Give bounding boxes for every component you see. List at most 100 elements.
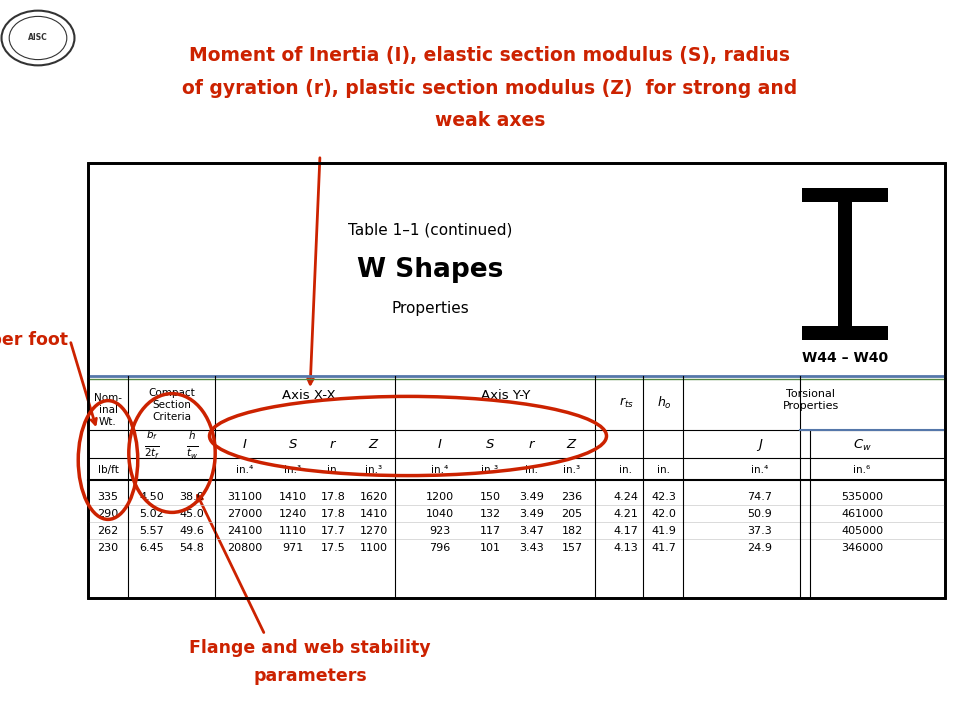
Text: in.: in. — [326, 465, 340, 475]
Bar — [88, 163, 945, 598]
Text: $b_f$
$\overline{2t_f}$: $b_f$ $\overline{2t_f}$ — [144, 428, 160, 462]
Text: 4.13: 4.13 — [613, 543, 638, 553]
Text: 971: 971 — [282, 543, 303, 553]
Bar — [802, 188, 888, 202]
Text: 4.24: 4.24 — [613, 492, 638, 502]
Text: in.⁴: in.⁴ — [752, 465, 769, 475]
Text: 1620: 1620 — [360, 492, 388, 502]
Text: $C_w$: $C_w$ — [852, 438, 872, 453]
Text: 1040: 1040 — [426, 509, 454, 519]
Text: 17.7: 17.7 — [321, 526, 346, 536]
Bar — [802, 326, 888, 340]
Text: 27000: 27000 — [228, 509, 263, 519]
Text: $S$: $S$ — [288, 438, 298, 451]
Text: 37.3: 37.3 — [748, 526, 773, 536]
Text: in.³: in.³ — [284, 465, 301, 475]
Text: in.⁴: in.⁴ — [236, 465, 253, 475]
Text: $I$: $I$ — [437, 438, 443, 451]
Text: 42.3: 42.3 — [652, 492, 677, 502]
Text: 157: 157 — [562, 543, 583, 553]
Text: 262: 262 — [97, 526, 119, 536]
Text: 20800: 20800 — [228, 543, 263, 553]
Text: 5.02: 5.02 — [139, 509, 164, 519]
Text: in.⁴: in.⁴ — [431, 465, 448, 475]
Text: Table 1–1 (continued): Table 1–1 (continued) — [348, 222, 513, 238]
Text: Axis Y-Y: Axis Y-Y — [481, 389, 531, 402]
Text: in.⁶: in.⁶ — [853, 465, 871, 475]
Text: 1110: 1110 — [279, 526, 307, 536]
Text: 5.57: 5.57 — [139, 526, 164, 536]
Text: 24100: 24100 — [228, 526, 263, 536]
Text: $r$: $r$ — [528, 438, 536, 451]
Text: 1410: 1410 — [279, 492, 307, 502]
Text: 54.8: 54.8 — [180, 543, 204, 553]
Text: 17.8: 17.8 — [321, 509, 346, 519]
Text: 796: 796 — [429, 543, 450, 553]
Text: W Shapes: W Shapes — [357, 257, 503, 283]
Text: 4.21: 4.21 — [613, 509, 638, 519]
Text: Torsional
Properties: Torsional Properties — [782, 390, 839, 411]
Bar — [838, 202, 852, 326]
Text: 49.6: 49.6 — [180, 526, 204, 536]
Text: Flange and web stability: Flange and web stability — [189, 639, 431, 657]
Text: 461000: 461000 — [841, 509, 883, 519]
Text: 50.9: 50.9 — [748, 509, 773, 519]
Text: 1240: 1240 — [278, 509, 307, 519]
Text: of gyration (r), plastic section modulus (Z)  for strong and: of gyration (r), plastic section modulus… — [182, 78, 798, 97]
Text: weak axes: weak axes — [435, 112, 545, 130]
Text: 3.43: 3.43 — [519, 543, 544, 553]
Text: parameters: parameters — [253, 667, 367, 685]
Text: 335: 335 — [98, 492, 118, 502]
Text: $h_o$: $h_o$ — [657, 395, 671, 411]
Text: 3.49: 3.49 — [519, 492, 544, 502]
Text: Weight per foot: Weight per foot — [0, 331, 68, 349]
Text: in.: in. — [619, 465, 633, 475]
Text: 4.17: 4.17 — [613, 526, 638, 536]
Text: 41.7: 41.7 — [652, 543, 677, 553]
Text: 290: 290 — [97, 509, 119, 519]
Text: Compact
Section
Criteria: Compact Section Criteria — [149, 388, 196, 422]
Text: $h$
$\overline{t_w}$: $h$ $\overline{t_w}$ — [186, 429, 198, 461]
Text: Axis X-X: Axis X-X — [282, 389, 336, 402]
Text: $Z$: $Z$ — [369, 438, 380, 451]
Text: $Z$: $Z$ — [566, 438, 578, 451]
Text: in.: in. — [658, 465, 670, 475]
Text: in.³: in.³ — [366, 465, 383, 475]
Text: 236: 236 — [562, 492, 583, 502]
Text: Properties: Properties — [391, 300, 468, 315]
Text: in.³: in.³ — [564, 465, 581, 475]
Text: 24.9: 24.9 — [748, 543, 773, 553]
Text: in.³: in.³ — [481, 465, 498, 475]
Text: in.: in. — [525, 465, 539, 475]
Text: 150: 150 — [479, 492, 500, 502]
Text: 4.50: 4.50 — [139, 492, 164, 502]
Text: lb/ft: lb/ft — [98, 465, 118, 475]
Text: $J$: $J$ — [756, 437, 764, 453]
Text: 1100: 1100 — [360, 543, 388, 553]
Text: 346000: 346000 — [841, 543, 883, 553]
Text: 182: 182 — [562, 526, 583, 536]
Text: 6.45: 6.45 — [139, 543, 164, 553]
Text: Moment of Inertia (I), elastic section modulus (S), radius: Moment of Inertia (I), elastic section m… — [189, 45, 790, 65]
Text: AISC: AISC — [28, 34, 48, 42]
Text: 38.0: 38.0 — [180, 492, 204, 502]
Text: $I$: $I$ — [242, 438, 248, 451]
Text: 230: 230 — [97, 543, 119, 553]
Text: 101: 101 — [479, 543, 500, 553]
Text: 17.5: 17.5 — [321, 543, 346, 553]
Text: 42.0: 42.0 — [652, 509, 677, 519]
Text: 45.0: 45.0 — [180, 509, 204, 519]
Text: 117: 117 — [479, 526, 500, 536]
Text: 205: 205 — [562, 509, 583, 519]
Text: 3.47: 3.47 — [519, 526, 544, 536]
Text: 1270: 1270 — [360, 526, 388, 536]
Text: 74.7: 74.7 — [748, 492, 773, 502]
Text: 923: 923 — [429, 526, 450, 536]
Text: 1200: 1200 — [426, 492, 454, 502]
Text: 405000: 405000 — [841, 526, 883, 536]
Bar — [88, 163, 945, 598]
Text: 132: 132 — [479, 509, 500, 519]
Text: 535000: 535000 — [841, 492, 883, 502]
Text: 1410: 1410 — [360, 509, 388, 519]
Text: Nom-
inal
Wt.: Nom- inal Wt. — [94, 393, 122, 426]
